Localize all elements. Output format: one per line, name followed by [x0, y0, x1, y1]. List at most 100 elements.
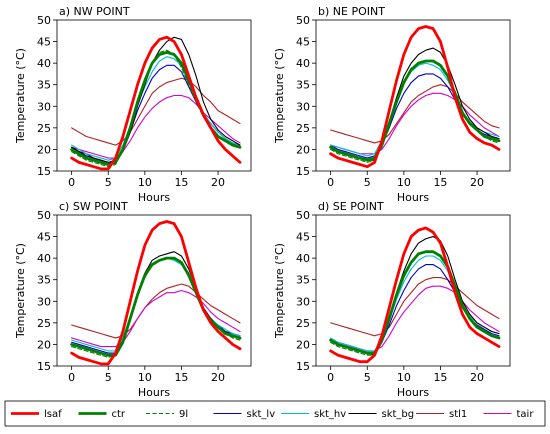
y-tick-label: 20: [296, 338, 310, 351]
y-tick-label: 30: [296, 100, 310, 113]
y-tick-label: 50: [37, 209, 51, 222]
legend: lsaf ctr 9l skt_lv skt_hv skt_bg stl1 tair: [4, 400, 546, 427]
y-tick-label: 35: [37, 274, 51, 287]
y-tick-label: 15: [37, 165, 51, 178]
series-line-skt_hv: [330, 255, 500, 352]
y-tick-label: 35: [296, 274, 310, 287]
panel-1: 15 20 25 30 35 40 45 50 0 5 10 15 20 a) NW POINT Hours…: [14, 5, 252, 204]
y-tick-label: 25: [296, 317, 310, 330]
y-tick-label: 30: [37, 100, 51, 113]
x-axis-label: Hours: [138, 191, 170, 204]
y-tick-label: 25: [296, 122, 310, 135]
panel-title: c) SW POINT: [59, 200, 128, 213]
series-line-stl1: [71, 283, 241, 339]
y-tick-label: 30: [37, 295, 51, 308]
series-line-ctr: [70, 256, 242, 357]
y-tick-label: 40: [37, 57, 51, 70]
y-tick-label: 40: [296, 252, 310, 265]
y-tick-label: 45: [296, 36, 310, 49]
x-tick-label: 20: [470, 176, 484, 189]
series-line-lsaf: [329, 25, 501, 169]
series-line-skt_hv: [330, 62, 500, 157]
x-tick-label: 15: [174, 371, 188, 384]
y-tick-label: 45: [37, 231, 51, 244]
series-line-stl1: [330, 277, 500, 337]
legend-label-stl1: stl1: [449, 409, 467, 420]
x-axis-label: Hours: [397, 191, 429, 204]
y-tick-label: 35: [37, 79, 51, 92]
series-line-lsaf: [70, 220, 242, 366]
y-axis-label: Temperature (°C): [14, 48, 27, 144]
x-tick-label: 0: [327, 176, 334, 189]
x-tick-label: 5: [105, 371, 112, 384]
y-tick-label: 45: [296, 231, 310, 244]
x-tick-label: 5: [364, 176, 371, 189]
y-tick-label: 25: [37, 317, 51, 330]
x-tick-label: 15: [433, 176, 447, 189]
y-tick-label: 50: [296, 209, 310, 222]
legend-label-skt_hv: skt_hv: [314, 409, 346, 420]
series-line-stl1: [71, 77, 241, 146]
y-tick-label: 20: [37, 338, 51, 351]
x-tick-label: 20: [470, 371, 484, 384]
x-tick-label: 0: [68, 371, 75, 384]
y-tick-label: 25: [37, 122, 51, 135]
y-axis-label: Temperature (°C): [14, 243, 27, 339]
series-group: [70, 220, 242, 366]
y-tick-label: 50: [296, 14, 310, 27]
x-axis-label: Hours: [397, 386, 429, 399]
panel-3: 15 20 25 30 35 40 45 50 0 5 10 15 20 c) SW POINT Hours…: [14, 200, 252, 399]
plot-frame: [56, 214, 252, 367]
y-tick-label: 30: [296, 295, 310, 308]
panel-2: 15 20 25 30 35 40 45 50 0 5 10 15 20 b) NE POINT Hours…: [273, 5, 511, 204]
y-tick-label: 50: [37, 14, 51, 27]
plot-frame: [315, 19, 511, 172]
x-tick-label: 5: [364, 371, 371, 384]
y-tick-label: 20: [37, 143, 51, 156]
x-tick-label: 15: [174, 176, 188, 189]
plot-frame: [56, 19, 252, 172]
legend-label-skt_lv: skt_lv: [247, 409, 276, 420]
y-tick-label: 15: [37, 360, 51, 373]
y-tick-label: 40: [296, 57, 310, 70]
x-tick-label: 10: [138, 371, 152, 384]
y-tick-label: 15: [296, 360, 310, 373]
series-group: [329, 226, 501, 364]
series-line-stl1: [330, 84, 500, 144]
series-group: [329, 25, 501, 169]
legend-label-ctr: ctr: [112, 409, 126, 420]
series-line-ctr: [329, 250, 501, 355]
series-line-lsaf: [329, 226, 501, 364]
series-group: [70, 35, 242, 171]
x-tick-label: 10: [397, 176, 411, 189]
y-tick-label: 35: [296, 79, 310, 92]
x-tick-label: 10: [397, 371, 411, 384]
legend-label-9l: 9l: [179, 409, 188, 420]
y-axis-label: Temperature (°C): [273, 48, 286, 144]
y-axis-label: Temperature (°C): [273, 243, 286, 339]
panel-4: 15 20 25 30 35 40 45 50 0 5 10 15 20 d) SE POINT Hours…: [273, 200, 511, 399]
x-tick-label: 20: [211, 371, 225, 384]
x-tick-label: 0: [327, 371, 334, 384]
y-tick-label: 15: [296, 165, 310, 178]
x-tick-label: 20: [211, 176, 225, 189]
series-line-tair: [71, 289, 241, 348]
legend-label-skt_bg: skt_bg: [382, 409, 415, 420]
legend-label-lsaf: lsaf: [44, 409, 62, 420]
series-line-skt_hv: [71, 56, 241, 161]
x-tick-label: 15: [433, 371, 447, 384]
panel-title: b) NE POINT: [318, 5, 385, 18]
series-line-lsaf: [70, 35, 242, 171]
series-line-ctr: [329, 59, 501, 162]
x-tick-label: 0: [68, 176, 75, 189]
y-tick-label: 40: [37, 252, 51, 265]
legend-label-tair: tair: [517, 409, 535, 420]
panel-title: d) SE POINT: [318, 200, 384, 213]
panel-title: a) NW POINT: [59, 5, 130, 18]
x-tick-label: 10: [138, 176, 152, 189]
x-tick-label: 5: [105, 176, 112, 189]
x-axis-label: Hours: [138, 386, 170, 399]
y-tick-label: 20: [296, 143, 310, 156]
